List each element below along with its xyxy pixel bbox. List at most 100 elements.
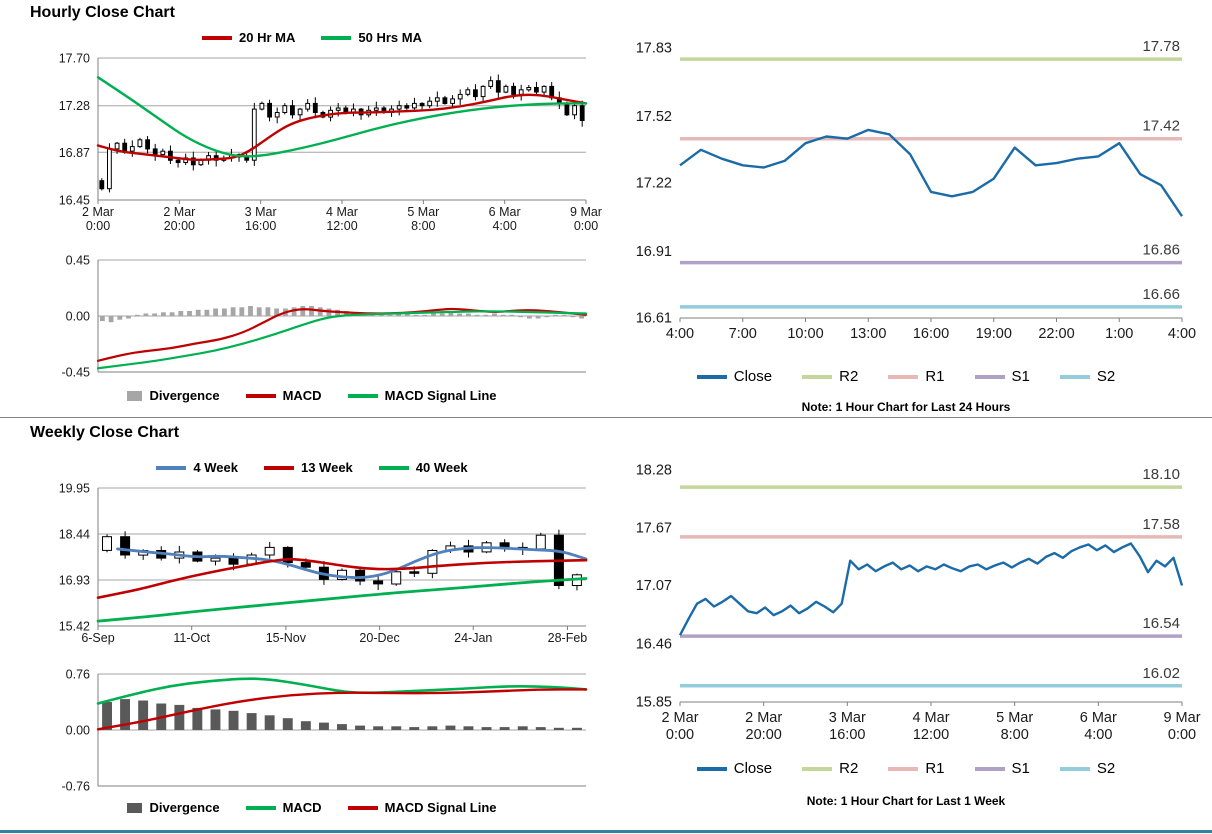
legend-label: 13 Week — [300, 460, 353, 475]
svg-text:20-Dec: 20-Dec — [359, 631, 399, 645]
svg-text:6 Mar: 6 Mar — [1080, 710, 1117, 726]
line-swatch-icon — [347, 393, 378, 398]
svg-text:18.28: 18.28 — [636, 463, 672, 479]
line-swatch-icon — [888, 766, 919, 771]
svg-text:0:00: 0:00 — [666, 727, 694, 743]
svg-text:16.02: 16.02 — [1142, 665, 1180, 682]
svg-text:17.52: 17.52 — [636, 109, 672, 125]
svg-text:15.42: 15.42 — [59, 620, 90, 634]
hourly-price-legend: 20 Hr MA 50 Hrs MA — [16, 30, 608, 45]
svg-text:16:00: 16:00 — [829, 727, 865, 743]
svg-text:20:00: 20:00 — [746, 727, 782, 743]
svg-text:16.54: 16.54 — [1142, 615, 1180, 632]
svg-text:10:00: 10:00 — [787, 326, 823, 342]
svg-text:18.44: 18.44 — [59, 528, 90, 542]
hourly-left-panel: Hourly Close Chart 20 Hr MA 50 Hrs MA 16.… — [16, 0, 608, 417]
legend-item-macd-signal-line: MACD Signal Line — [347, 388, 497, 403]
svg-text:17.42: 17.42 — [1142, 118, 1180, 135]
legend-label: Close — [733, 368, 773, 385]
bar-swatch-icon — [127, 390, 143, 401]
svg-text:16:00: 16:00 — [913, 326, 949, 342]
legend-item-r2: R2 — [802, 760, 858, 777]
svg-text:16.45: 16.45 — [59, 194, 90, 208]
hourly-pivot-note: Note: 1 Hour Chart for Last 24 Hours — [801, 400, 1011, 414]
hourly-pivot-chart: 16.61 16.91 17.22 17.52 17.83 4:00 7:00 10:00 13… — [636, 38, 1196, 342]
svg-text:9 Mar: 9 Mar — [570, 205, 602, 219]
line-swatch-icon — [245, 805, 276, 810]
svg-text:6-Sep: 6-Sep — [81, 631, 114, 645]
svg-text:18.10: 18.10 — [1142, 466, 1180, 483]
legend-label: 20 Hr MA — [239, 30, 296, 45]
legend-label: 50 Hrs MA — [358, 30, 422, 45]
bar-swatch-icon — [127, 802, 143, 813]
weekly-section-title: Weekly Close Chart — [30, 424, 180, 441]
svg-text:4:00: 4:00 — [1084, 727, 1112, 743]
line-swatch-icon — [696, 766, 727, 771]
legend-label: S2 — [1096, 368, 1116, 385]
line-swatch-icon — [156, 465, 187, 470]
line-swatch-icon — [1059, 766, 1090, 771]
legend-item-r1: R1 — [888, 368, 945, 385]
svg-text:4 Mar: 4 Mar — [326, 205, 358, 219]
svg-text:-0.45: -0.45 — [62, 366, 91, 380]
line-swatch-icon — [974, 374, 1005, 379]
legend-item-divergence: Divergence — [127, 388, 220, 403]
svg-text:3 Mar: 3 Mar — [245, 205, 277, 219]
legend-label: R1 — [925, 760, 945, 777]
svg-text:4 Mar: 4 Mar — [912, 710, 949, 726]
legend-label: R2 — [839, 368, 859, 385]
svg-text:0.76: 0.76 — [66, 668, 90, 682]
weekly-price-legend: 4 Week 13 Week 40 Week — [16, 460, 608, 475]
svg-text:-0.76: -0.76 — [62, 780, 91, 794]
line-swatch-icon — [378, 465, 409, 470]
svg-text:20:00: 20:00 — [164, 219, 195, 233]
svg-text:28-Feb: 28-Feb — [548, 631, 588, 645]
legend-item-close: Close — [696, 368, 773, 385]
svg-text:4:00: 4:00 — [492, 219, 516, 233]
svg-text:19:00: 19:00 — [976, 326, 1012, 342]
legend-item-s1: S1 — [974, 368, 1030, 385]
legend-item-20-hr-ma: 20 Hr MA — [202, 30, 295, 45]
legend-label: 40 Week — [415, 460, 468, 475]
bottom-rule — [0, 830, 1212, 833]
legend-label: S1 — [1011, 760, 1030, 777]
svg-text:17.07: 17.07 — [636, 578, 672, 594]
svg-text:8:00: 8:00 — [1001, 727, 1029, 743]
svg-text:1:00: 1:00 — [1105, 326, 1133, 342]
svg-text:4:00: 4:00 — [666, 326, 694, 342]
legend-label: MACD Signal Line — [384, 388, 497, 403]
line-swatch-icon — [974, 766, 1005, 771]
line-swatch-icon — [263, 465, 294, 470]
hourly-section-title: Hourly Close Chart — [30, 4, 175, 21]
svg-text:9 Mar: 9 Mar — [1163, 710, 1200, 726]
svg-text:0.00: 0.00 — [66, 724, 90, 738]
weekly-left-panel: Weekly Close Chart 4 Week 13 Week 40 Week … — [16, 420, 608, 832]
svg-text:0.45: 0.45 — [66, 254, 90, 268]
legend-item-s1: S1 — [974, 760, 1030, 777]
svg-text:16.46: 16.46 — [636, 636, 672, 652]
svg-text:11-Oct: 11-Oct — [173, 631, 210, 645]
svg-text:0:00: 0:00 — [1168, 727, 1196, 743]
line-swatch-icon — [802, 374, 833, 379]
svg-text:16.91: 16.91 — [636, 244, 672, 260]
weekly-price-chart: 15.42 16.93 18.44 19.95 6-Sep 11-Oct 15-Nov 20-… — [59, 482, 588, 645]
svg-text:17.70: 17.70 — [59, 52, 90, 66]
legend-item-r2: R2 — [802, 368, 858, 385]
hourly-macd-chart: -0.45 0.00 0.45 — [62, 254, 588, 380]
svg-text:0.00: 0.00 — [66, 310, 90, 324]
svg-text:17.67: 17.67 — [636, 521, 672, 537]
section-divider — [0, 417, 1212, 418]
hourly-pivot-panel: 16.61 16.91 17.22 17.52 17.83 4:00 7:00 10:00 13… — [608, 24, 1204, 417]
line-swatch-icon — [888, 374, 919, 379]
line-swatch-icon — [202, 35, 233, 40]
legend-label: MACD — [282, 800, 322, 815]
svg-text:2 Mar: 2 Mar — [745, 710, 782, 726]
svg-text:2 Mar: 2 Mar — [163, 205, 195, 219]
legend-label: Divergence — [149, 800, 220, 815]
legend-item-s2: S2 — [1059, 760, 1115, 777]
legend-label: Divergence — [149, 388, 220, 403]
svg-text:3 Mar: 3 Mar — [829, 710, 866, 726]
legend-label: MACD Signal Line — [384, 800, 497, 815]
